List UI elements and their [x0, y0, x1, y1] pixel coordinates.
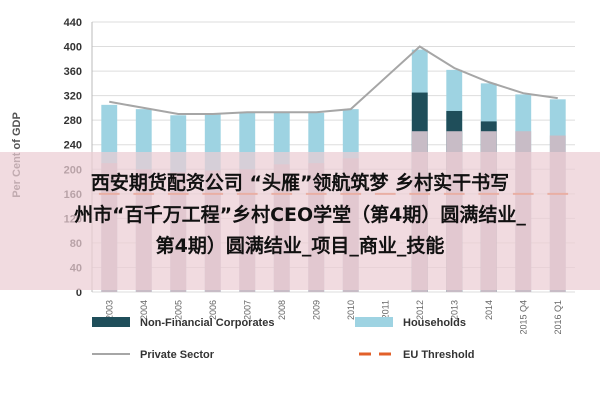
x-tick-label: 2007 — [242, 300, 252, 320]
legend-swatch — [92, 317, 130, 327]
x-tick-label: 2012 — [415, 300, 425, 320]
y-tick-label: 240 — [64, 140, 82, 152]
x-tick-label: 2008 — [277, 300, 287, 320]
x-tick-label: 2006 — [208, 300, 218, 320]
overlay-line-3: 第4期）圆满结业_项目_商业_技能 — [155, 235, 445, 257]
x-tick-label: 2015 Q4 — [518, 300, 528, 335]
x-tick-label: 2009 — [311, 300, 321, 320]
x-tick-label: 2010 — [346, 300, 356, 320]
x-tick-label: 2016 Q1 — [553, 300, 563, 335]
legend-label: Private Sector — [140, 349, 215, 361]
x-tick-label: 2014 — [484, 300, 494, 320]
x-tick-label: 2005 — [173, 300, 183, 320]
x-tick-label: 2013 — [449, 300, 459, 320]
legend-label: Non-Financial Corporates — [140, 317, 274, 329]
y-tick-label: 280 — [64, 115, 82, 127]
x-tick-label: 2011 — [380, 300, 390, 319]
y-tick-label: 0 — [76, 287, 82, 299]
legend-swatch — [355, 317, 393, 327]
legend: Non-Financial Corporates Households Privat… — [92, 317, 475, 361]
y-tick-label: 360 — [64, 66, 82, 78]
legend-label: EU Threshold — [403, 349, 475, 361]
y-tick-label: 440 — [64, 17, 82, 29]
overlay-banner — [0, 152, 600, 290]
x-tick-labels: 2003 2004 2005 2006 2007 2008 2009 2010 2011 2012… — [104, 300, 563, 335]
y-tick-label: 400 — [64, 42, 82, 54]
overlay-line-2: 州市“百千万工程”乡村CEO学堂（第4期）圆满结业_ — [74, 204, 526, 226]
overlay-line-1: 西安期货配资公司 “头雁”领航筑梦 乡村实干书写 — [90, 172, 510, 194]
private-sector-line — [109, 45, 558, 116]
x-tick-label: 2004 — [139, 300, 149, 320]
legend-label: Households — [403, 317, 466, 329]
y-tick-label: 320 — [64, 91, 82, 103]
x-tick-label: 2003 — [104, 300, 114, 320]
